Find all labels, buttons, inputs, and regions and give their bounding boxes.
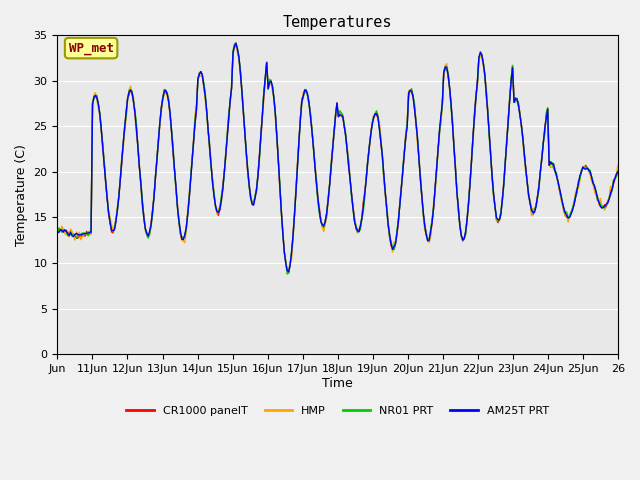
CR1000 panelT [285, 270, 292, 276]
HMP [90, 92, 98, 98]
HMP [540, 140, 547, 146]
AM25T PRT [72, 230, 80, 236]
NR01 PRT [232, 40, 240, 46]
HMP [72, 229, 80, 235]
HMP [345, 156, 353, 161]
NR01 PRT [540, 139, 547, 144]
AM25T PRT [612, 171, 620, 177]
NR01 PRT [284, 271, 291, 276]
NR01 PRT [614, 171, 622, 177]
NR01 PRT [612, 172, 620, 178]
CR1000 panelT [345, 163, 353, 169]
X-axis label: Time: Time [323, 377, 353, 390]
Y-axis label: Temperature (C): Temperature (C) [15, 144, 28, 246]
AM25T PRT [614, 168, 622, 174]
Legend: CR1000 panelT, HMP, NR01 PRT, AM25T PRT: CR1000 panelT, HMP, NR01 PRT, AM25T PRT [122, 401, 554, 420]
Line: HMP: HMP [58, 47, 618, 274]
CR1000 panelT [54, 228, 61, 234]
Line: AM25T PRT: AM25T PRT [58, 44, 618, 272]
AM25T PRT [540, 140, 547, 146]
AM25T PRT [456, 223, 464, 229]
NR01 PRT [456, 222, 464, 228]
Title: Temperatures: Temperatures [283, 15, 392, 30]
CR1000 panelT [540, 140, 547, 146]
CR1000 panelT [456, 222, 464, 228]
HMP [456, 223, 464, 228]
CR1000 panelT [232, 40, 240, 46]
NR01 PRT [54, 230, 61, 236]
HMP [232, 44, 240, 49]
AM25T PRT [90, 94, 98, 99]
Text: WP_met: WP_met [68, 42, 114, 55]
HMP [614, 162, 622, 168]
CR1000 panelT [612, 173, 620, 179]
NR01 PRT [90, 96, 98, 102]
CR1000 panelT [90, 94, 98, 99]
HMP [54, 231, 61, 237]
NR01 PRT [345, 158, 353, 164]
Line: NR01 PRT: NR01 PRT [58, 43, 618, 274]
HMP [284, 271, 291, 277]
AM25T PRT [285, 269, 292, 275]
CR1000 panelT [614, 168, 622, 174]
AM25T PRT [345, 163, 353, 169]
HMP [612, 170, 620, 176]
AM25T PRT [54, 229, 61, 235]
AM25T PRT [232, 41, 240, 47]
NR01 PRT [72, 235, 80, 241]
CR1000 panelT [72, 235, 80, 241]
Line: CR1000 panelT: CR1000 panelT [58, 43, 618, 273]
